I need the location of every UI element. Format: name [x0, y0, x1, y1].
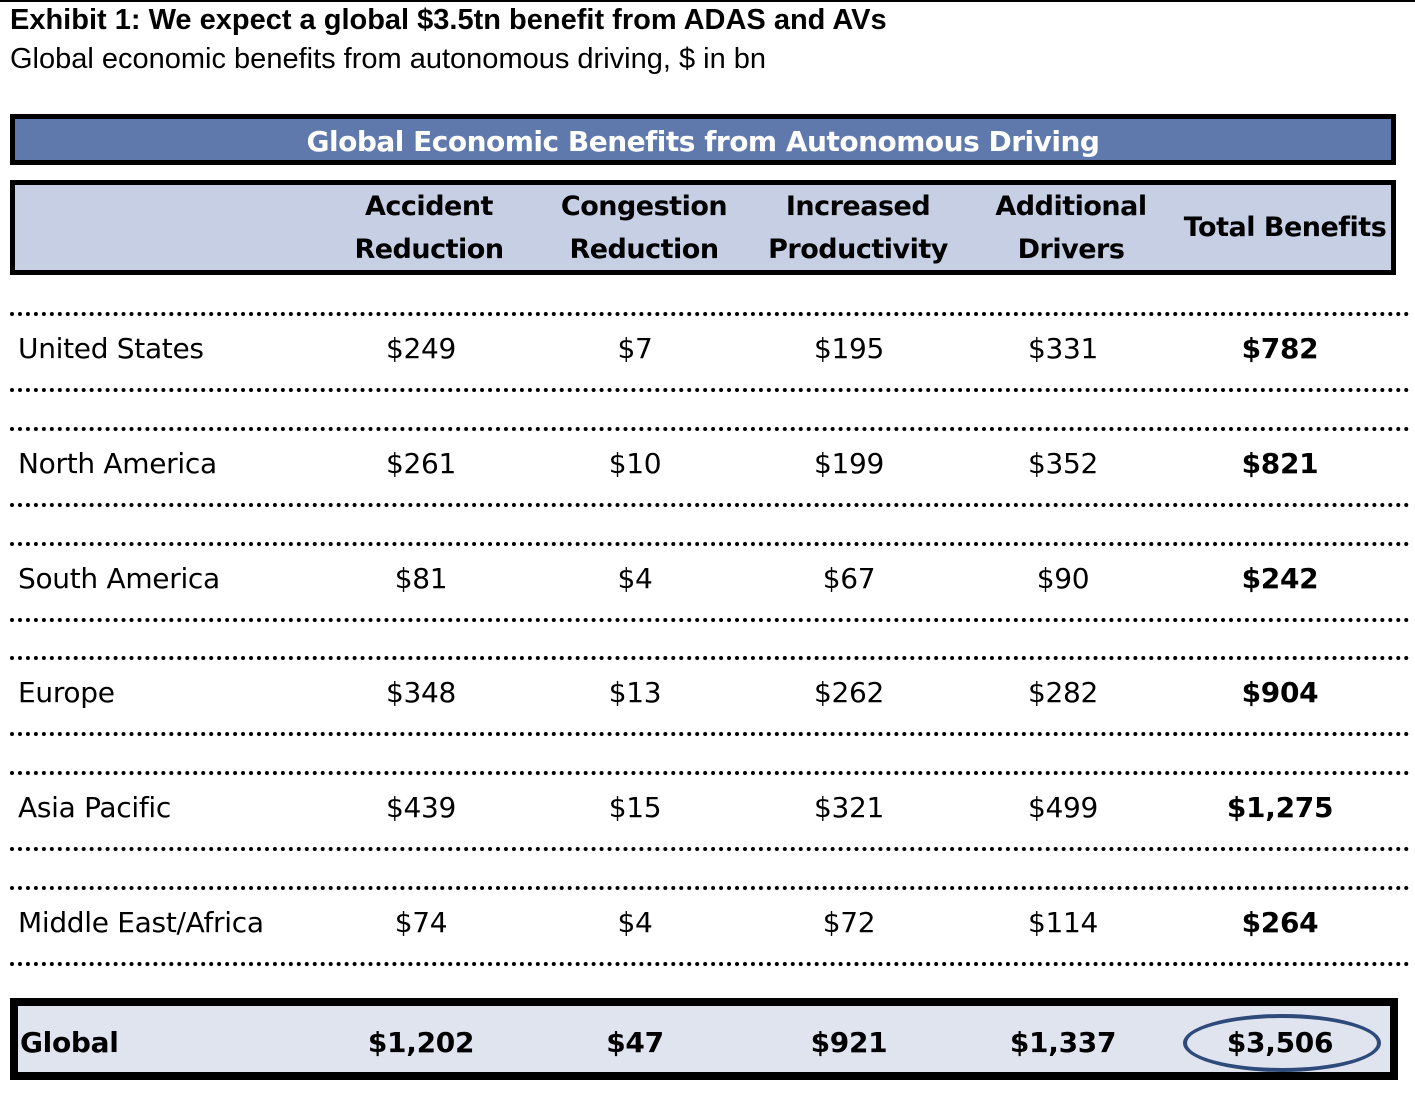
value-congestion-reduction: $15	[608, 791, 662, 824]
table-row-europe: Europe $348 $13 $262 $282 $904	[10, 656, 1410, 736]
value-additional-drivers: $499	[1027, 791, 1099, 824]
total-increased-productivity: $921	[810, 1026, 888, 1059]
value-total-benefits: $782	[1241, 332, 1319, 365]
column-header-line: Additional	[995, 191, 1147, 222]
column-header-line: Productivity	[768, 234, 948, 265]
column-header-line: Congestion	[560, 191, 728, 222]
value-congestion-reduction: $10	[608, 447, 662, 480]
column-header-total-benefits: Total Benefits	[1183, 212, 1387, 243]
region-label: Europe	[18, 676, 115, 709]
value-congestion-reduction: $7	[617, 332, 653, 365]
value-accident-reduction: $81	[394, 562, 448, 595]
total-additional-drivers: $1,337	[1009, 1026, 1117, 1059]
value-accident-reduction: $348	[385, 676, 457, 709]
value-total-benefits: $1,275	[1226, 791, 1334, 824]
region-label: Middle East/Africa	[18, 906, 264, 939]
table-row-north-america: North America $261 $10 $199 $352 $821	[10, 427, 1410, 507]
value-accident-reduction: $261	[385, 447, 457, 480]
table-row-middle-east-africa: Middle East/Africa $74 $4 $72 $114 $264	[10, 886, 1410, 966]
value-increased-productivity: $199	[813, 447, 885, 480]
value-increased-productivity: $67	[822, 562, 876, 595]
value-total-benefits: $821	[1241, 447, 1319, 480]
column-header-additional-drivers: Additional Drivers	[961, 185, 1181, 271]
column-header-congestion-reduction: Congestion Reduction	[534, 185, 754, 271]
column-header-accident-reduction: Accident Reduction	[319, 185, 539, 271]
value-increased-productivity: $262	[813, 676, 885, 709]
column-header-line: Reduction	[569, 234, 719, 265]
value-additional-drivers: $331	[1027, 332, 1099, 365]
region-label: South America	[18, 562, 220, 595]
value-increased-productivity: $195	[813, 332, 885, 365]
region-label: Asia Pacific	[18, 791, 171, 824]
region-label: Global	[20, 1026, 119, 1059]
value-increased-productivity: $321	[813, 791, 885, 824]
total-benefits-global: $3,506	[1226, 1026, 1334, 1059]
table-title-banner: Global Economic Benefits from Autonomous…	[10, 114, 1396, 165]
exhibit-subtitle: Global economic benefits from autonomous…	[10, 43, 767, 75]
column-header-line: Drivers	[1017, 234, 1125, 265]
table-row-south-america: South America $81 $4 $67 $90 $242	[10, 542, 1410, 622]
value-total-benefits: $242	[1241, 562, 1319, 595]
table-row-global-total: Global $1,202 $47 $921 $1,337 $3,506	[10, 998, 1398, 1080]
value-accident-reduction: $249	[385, 332, 457, 365]
exhibit-title: Exhibit 1: We expect a global $3.5tn ben…	[10, 4, 887, 36]
table-row-united-states: United States $249 $7 $195 $331 $782	[10, 312, 1410, 392]
column-header-line: Increased	[785, 191, 931, 222]
value-congestion-reduction: $13	[608, 676, 662, 709]
top-rule	[0, 0, 1415, 2]
value-accident-reduction: $74	[394, 906, 448, 939]
table-title: Global Economic Benefits from Autonomous…	[306, 125, 1100, 158]
value-congestion-reduction: $4	[617, 562, 653, 595]
value-additional-drivers: $282	[1027, 676, 1099, 709]
column-header-line: Accident	[365, 191, 493, 222]
value-total-benefits: $904	[1241, 676, 1319, 709]
table-row-asia-pacific: Asia Pacific $439 $15 $321 $499 $1,275	[10, 771, 1410, 851]
value-additional-drivers: $90	[1036, 562, 1090, 595]
value-additional-drivers: $114	[1027, 906, 1099, 939]
value-congestion-reduction: $4	[617, 906, 653, 939]
column-header-line: Reduction	[354, 234, 504, 265]
value-total-benefits: $264	[1241, 906, 1319, 939]
highlight-oval	[1183, 1014, 1381, 1072]
total-congestion-reduction: $47	[606, 1026, 664, 1059]
total-accident-reduction: $1,202	[367, 1026, 475, 1059]
value-accident-reduction: $439	[385, 791, 457, 824]
value-increased-productivity: $72	[822, 906, 876, 939]
value-additional-drivers: $352	[1027, 447, 1099, 480]
region-label: North America	[18, 447, 217, 480]
region-label: United States	[18, 332, 204, 365]
column-header-row: Accident Reduction Congestion Reduction …	[10, 180, 1396, 275]
column-header-increased-productivity: Increased Productivity	[748, 185, 968, 271]
